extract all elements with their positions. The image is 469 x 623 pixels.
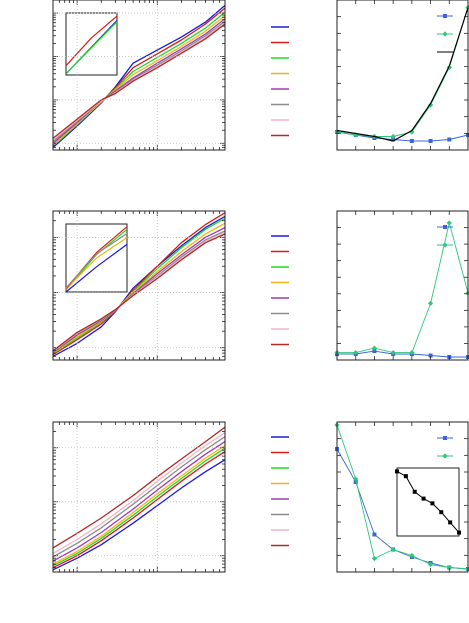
side-series-marker-2 [390,133,396,140]
side-plot-frame [336,210,469,361]
side-series-marker-1 [428,139,433,143]
series-line-8 [53,426,225,549]
side-series-marker-2 [371,345,378,351]
side-plot-3-ticks [337,422,468,572]
side-inset-marker-1 [421,496,426,501]
legend-2 [271,235,289,346]
side-legend-marker-2 [442,453,448,459]
side-legend-marker-1 [443,14,447,18]
series-line-1 [53,215,225,357]
series-line-5 [53,441,225,562]
side-series-marker-2 [409,552,415,559]
side-inset-marker-1 [412,489,417,494]
side-plot-1 [334,4,469,143]
side-series-marker-2 [409,129,415,135]
main-plot-lines [53,426,225,571]
inset-series-line-2 [65,21,118,75]
side-series-marker-2 [427,300,434,306]
series-line-7 [53,432,225,555]
main-plot-frame [52,0,226,151]
side-inset-marker-1 [395,469,399,474]
series-line-2 [53,212,225,356]
inset-series-line-5 [65,233,128,289]
side-legend-3 [437,436,453,459]
series-line-1 [53,4,225,148]
series-line-6 [53,436,225,558]
side-series-marker-2 [427,561,434,568]
side-series-marker-1 [409,139,414,143]
legend-1 [271,26,289,137]
side-series-marker-1 [391,137,396,142]
main-plot-3 [53,426,225,571]
side-series-line-2 [336,424,469,570]
main-plot-1 [53,4,225,148]
legend-3 [271,436,289,547]
side-series-marker-1 [372,349,377,354]
side-legend-marker-1 [443,225,447,229]
series-line-1 [53,459,225,571]
main-plot-3-ticks [52,421,226,573]
side-inset-marker-1 [403,474,408,479]
side-inset-marker-1 [457,530,461,535]
side-series-marker-2 [427,102,434,108]
main-plot-frame [52,210,226,361]
main-plot-2 [53,212,225,357]
side-series-marker-2 [353,476,359,482]
side-series-line-3 [336,7,469,142]
side-plot-2-ticks [337,211,468,360]
side-series-line-1 [337,350,468,358]
side-inset-frame [396,467,460,537]
inset-series-line-1 [65,243,128,293]
side-legend-1 [437,14,453,53]
side-series-line-2 [337,222,469,354]
side-series-marker-2 [446,220,452,226]
series-line-3 [53,217,225,355]
series-line-4 [53,222,225,354]
main-plot-1-ticks [52,0,226,151]
side-legend-marker-1 [443,436,447,440]
side-plot-1-ticks [337,0,468,150]
main-plot-lines [53,212,225,357]
side-series-marker-1 [447,137,452,142]
side-plot-frame [336,421,469,573]
main-plot-lines [53,4,225,148]
side-series-line-2 [336,7,469,137]
side-series-marker-2 [353,349,359,356]
series-line-4 [53,444,225,565]
main-plot-frame [52,421,226,573]
side-plot-frame [336,0,469,151]
side-series-marker-2 [390,546,396,553]
side-legend-2 [437,225,453,248]
side-series-marker-2 [446,564,452,571]
side-legend-marker-2 [442,242,448,248]
series-line-3 [53,447,225,567]
series-line-8 [53,233,225,352]
side-series-marker-1 [372,532,377,537]
series-line-8 [53,23,225,139]
series-line-2 [53,451,225,569]
side-inset-marker-1 [439,510,444,515]
side-plot-2 [334,220,469,360]
inset-series-line-3 [65,237,128,290]
side-series-marker-1 [353,480,358,484]
side-series-marker-1 [428,353,433,358]
side-series-marker-2 [390,349,396,356]
side-inset-marker-1 [430,501,435,506]
side-series-marker-2 [409,349,415,356]
side-plot-3 [334,422,469,572]
side-series-marker-2 [371,555,378,562]
side-inset-marker-1 [448,520,453,525]
side-legend-marker-2 [442,31,448,37]
series-line-4 [53,15,225,146]
